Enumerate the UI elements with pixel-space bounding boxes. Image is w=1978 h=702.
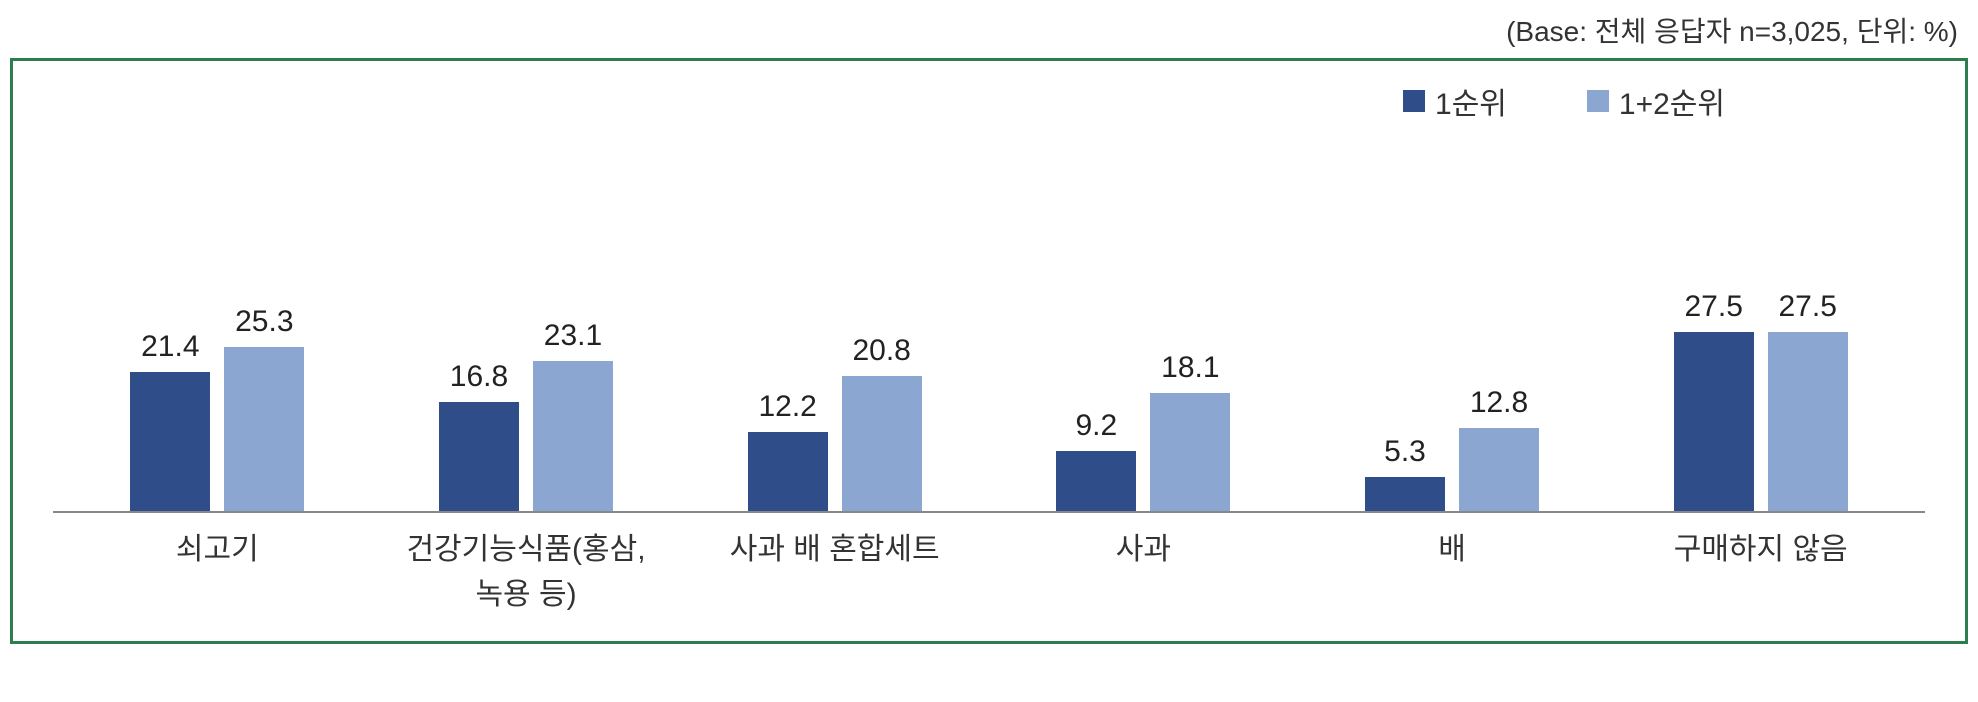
bar [748,432,828,511]
bar-col: 9.2 [1056,409,1136,511]
bar-col: 5.3 [1365,435,1445,511]
plot-area: 21.4 25.3 16.8 23.1 12.2 20.8 9.2 18.1 5.3 12.8 27… [53,233,1925,513]
bar-group-5: 27.5 27.5 [1606,290,1915,511]
bar-col: 12.2 [748,390,828,511]
bar-value-label: 21.4 [141,330,199,364]
bar-value-label: 16.8 [450,360,508,394]
bar-group-4: 5.3 12.8 [1298,386,1607,511]
chart-container: (Base: 전체 응답자 n=3,025, 단위: %) 1순위 1+2순위 2… [10,10,1968,644]
legend: 1순위 1+2순위 [53,79,1925,123]
bar-value-label: 5.3 [1384,435,1426,469]
legend-swatch-icon [1587,90,1609,112]
bar-value-label: 25.3 [235,305,293,339]
bar [1365,477,1445,511]
legend-label: 1순위 [1435,79,1507,123]
bar-value-label: 12.8 [1470,386,1528,420]
bar [1056,451,1136,511]
bar-col: 20.8 [842,334,922,511]
x-label-1: 건강기능식품(홍삼,녹용 등) [372,527,681,617]
bar-col: 23.1 [533,319,613,511]
bar [842,376,922,511]
bar-col: 21.4 [130,330,210,511]
legend-swatch-icon [1403,90,1425,112]
bar-value-label: 12.2 [758,390,816,424]
bar [224,347,304,511]
bar-group-1: 16.8 23.1 [372,319,681,511]
legend-item-0: 1순위 [1403,79,1507,123]
bar-col: 16.8 [439,360,519,511]
bar-col: 12.8 [1459,386,1539,511]
base-note: (Base: 전체 응답자 n=3,025, 단위: %) [10,10,1958,50]
bar [1674,332,1754,511]
bar-col: 27.5 [1768,290,1848,511]
bar-group-3: 9.2 18.1 [989,351,1298,511]
bar-col: 27.5 [1674,290,1754,511]
bar-col: 18.1 [1150,351,1230,511]
bar [1459,428,1539,511]
bar-value-label: 23.1 [544,319,602,353]
legend-label: 1+2순위 [1619,79,1725,123]
bar-group-2: 12.2 20.8 [680,334,989,511]
x-label-2: 사과 배 혼합세트 [680,527,989,617]
bar [533,361,613,511]
x-axis: 쇠고기건강기능식품(홍삼,녹용 등)사과 배 혼합세트사과배구매하지 않음 [53,527,1925,617]
x-label-5: 구매하지 않음 [1606,527,1915,617]
bar [439,402,519,511]
bar-value-label: 27.5 [1684,290,1742,324]
legend-item-1: 1+2순위 [1587,79,1725,123]
x-label-3: 사과 [989,527,1298,617]
bar [1768,332,1848,511]
chart-box: 1순위 1+2순위 21.4 25.3 16.8 23.1 12.2 20.8 9.2 18.1… [10,58,1968,644]
bar [130,372,210,511]
bar-value-label: 20.8 [852,334,910,368]
x-label-4: 배 [1298,527,1607,617]
bar [1150,393,1230,511]
bar-col: 25.3 [224,305,304,511]
bar-value-label: 9.2 [1075,409,1117,443]
bar-value-label: 27.5 [1778,290,1836,324]
bar-value-label: 18.1 [1161,351,1219,385]
bar-group-0: 21.4 25.3 [63,305,372,511]
x-label-0: 쇠고기 [63,527,372,617]
